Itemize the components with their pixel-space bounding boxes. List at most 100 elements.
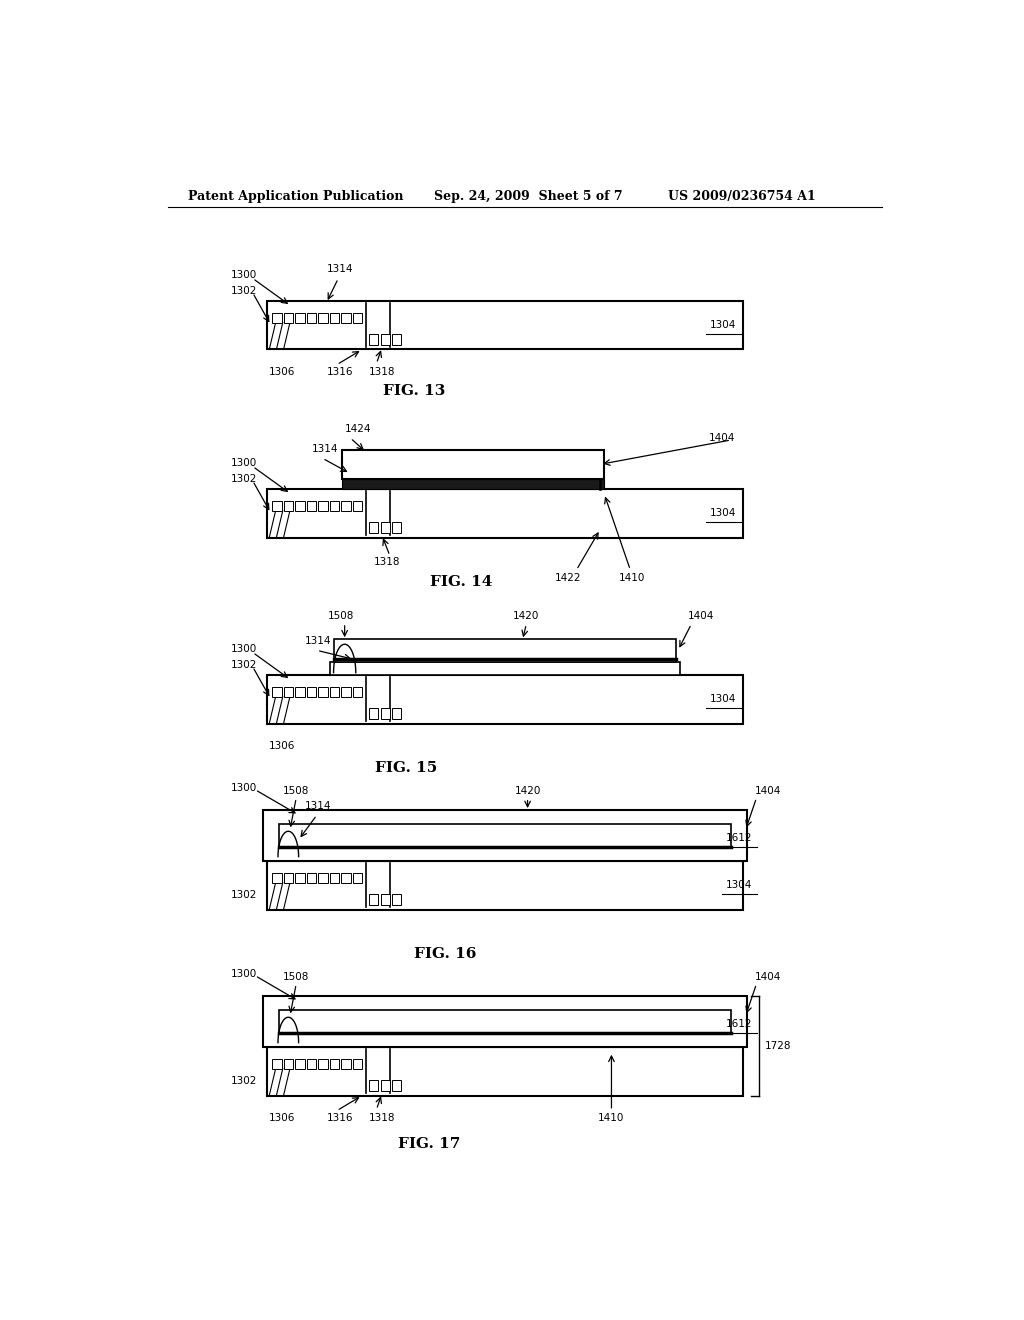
Bar — [353, 1059, 362, 1069]
Bar — [279, 1010, 731, 1032]
Bar — [272, 313, 282, 323]
Text: 1422: 1422 — [555, 573, 582, 583]
Text: 1314: 1314 — [327, 264, 353, 275]
Bar — [267, 301, 743, 350]
Bar — [296, 686, 304, 697]
Text: Sep. 24, 2009  Sheet 5 of 7: Sep. 24, 2009 Sheet 5 of 7 — [433, 190, 623, 202]
Text: FIG. 16: FIG. 16 — [415, 948, 476, 961]
Text: 1306: 1306 — [268, 1113, 295, 1123]
Bar — [284, 313, 293, 323]
Text: 1314: 1314 — [305, 801, 332, 810]
Bar — [342, 450, 604, 479]
Bar — [381, 334, 390, 345]
Bar — [392, 709, 401, 718]
Bar — [267, 1047, 743, 1096]
Bar — [263, 995, 748, 1047]
Bar — [370, 1081, 379, 1090]
Bar — [370, 895, 379, 904]
Text: 1306: 1306 — [268, 367, 295, 376]
Bar — [272, 502, 282, 511]
Bar — [330, 873, 339, 883]
Bar — [370, 523, 379, 533]
Bar — [341, 873, 350, 883]
Text: 1318: 1318 — [369, 1113, 395, 1123]
Text: 1304: 1304 — [710, 508, 736, 519]
Bar — [296, 313, 304, 323]
Text: 1304: 1304 — [710, 694, 736, 704]
Bar — [353, 873, 362, 883]
Bar — [342, 479, 604, 488]
Text: 1404: 1404 — [755, 785, 781, 796]
Text: 1302: 1302 — [231, 890, 258, 900]
Bar — [330, 502, 339, 511]
Bar — [296, 502, 304, 511]
Text: 1404: 1404 — [755, 972, 781, 982]
Bar — [370, 709, 379, 718]
Text: 1420: 1420 — [513, 611, 540, 620]
Text: 1404: 1404 — [709, 433, 735, 444]
Text: 1302: 1302 — [231, 1076, 258, 1086]
Text: 1318: 1318 — [369, 367, 395, 376]
Text: US 2009/0236754 A1: US 2009/0236754 A1 — [668, 190, 815, 202]
Bar — [341, 502, 350, 511]
Bar — [330, 1059, 339, 1069]
Text: 1300: 1300 — [231, 969, 257, 978]
Bar — [296, 873, 304, 883]
Text: 1508: 1508 — [283, 972, 309, 982]
Text: 1410: 1410 — [618, 573, 645, 583]
Bar — [296, 1059, 304, 1069]
Bar — [341, 686, 350, 697]
Text: 1300: 1300 — [231, 644, 257, 655]
Text: 1302: 1302 — [231, 285, 258, 296]
Bar — [392, 334, 401, 345]
Bar — [330, 313, 339, 323]
Bar — [263, 810, 748, 861]
Bar — [381, 1081, 390, 1090]
Text: FIG. 13: FIG. 13 — [383, 384, 444, 399]
Bar — [392, 895, 401, 904]
Text: 1316: 1316 — [327, 367, 353, 376]
Text: 1420: 1420 — [514, 785, 541, 796]
Bar — [353, 313, 362, 323]
Bar — [331, 661, 680, 675]
Text: 1302: 1302 — [231, 660, 258, 669]
Text: 1314: 1314 — [305, 636, 332, 647]
Text: 1304: 1304 — [710, 319, 736, 330]
Text: 1304: 1304 — [726, 880, 753, 890]
Bar — [272, 873, 282, 883]
Text: 1508: 1508 — [328, 611, 354, 620]
Text: FIG. 15: FIG. 15 — [375, 762, 437, 775]
Bar — [267, 675, 743, 723]
Text: 1728: 1728 — [765, 1040, 792, 1051]
Bar — [272, 1059, 282, 1069]
Bar — [284, 686, 293, 697]
Bar — [341, 1059, 350, 1069]
Bar — [284, 1059, 293, 1069]
Text: 1316: 1316 — [327, 1113, 353, 1123]
Bar — [307, 502, 316, 511]
Bar — [318, 1059, 328, 1069]
Text: 1612: 1612 — [726, 833, 753, 843]
Text: 1300: 1300 — [231, 783, 257, 792]
Bar — [318, 873, 328, 883]
Text: 1508: 1508 — [283, 785, 309, 796]
Text: 1612: 1612 — [726, 1019, 753, 1028]
Bar — [381, 523, 390, 533]
Text: 1302: 1302 — [231, 474, 258, 483]
Bar — [353, 686, 362, 697]
Bar — [334, 639, 676, 661]
Bar — [307, 873, 316, 883]
Bar — [341, 313, 350, 323]
Bar — [267, 861, 743, 909]
Bar — [381, 895, 390, 904]
Text: 1318: 1318 — [374, 557, 400, 566]
Bar — [318, 313, 328, 323]
Bar — [284, 502, 293, 511]
Bar — [267, 488, 743, 537]
Bar — [279, 824, 731, 846]
Bar — [330, 686, 339, 697]
Text: 1424: 1424 — [345, 424, 371, 434]
Bar — [307, 686, 316, 697]
Text: 1314: 1314 — [312, 444, 339, 454]
Bar — [318, 502, 328, 511]
